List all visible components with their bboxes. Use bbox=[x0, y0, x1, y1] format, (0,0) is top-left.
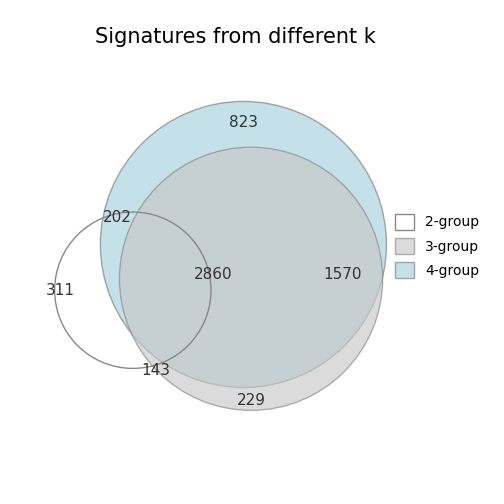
Text: 143: 143 bbox=[141, 363, 170, 378]
Legend: 2-group, 3-group, 4-group: 2-group, 3-group, 4-group bbox=[389, 208, 485, 284]
Text: 2860: 2860 bbox=[194, 268, 232, 282]
Text: 823: 823 bbox=[229, 115, 258, 130]
Text: 202: 202 bbox=[103, 210, 132, 225]
Text: 229: 229 bbox=[236, 393, 266, 408]
Text: 311: 311 bbox=[46, 283, 75, 298]
Title: Signatures from different k: Signatures from different k bbox=[95, 27, 376, 47]
Circle shape bbox=[119, 147, 383, 410]
Text: 1570: 1570 bbox=[324, 268, 362, 282]
Circle shape bbox=[100, 101, 387, 388]
